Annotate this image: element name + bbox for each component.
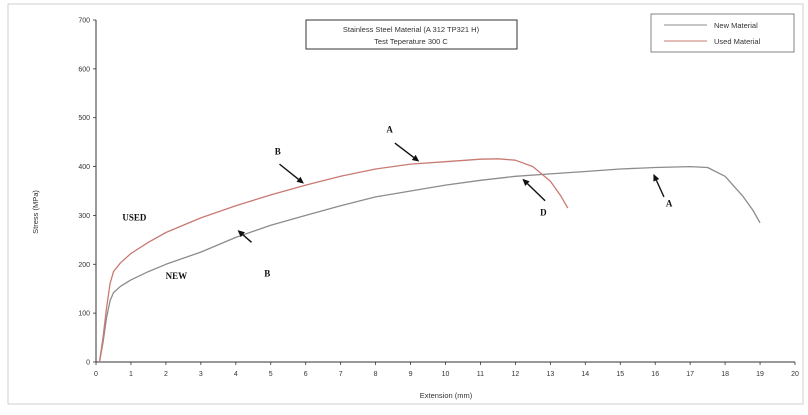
annotations: USED NEW B A B D A <box>122 124 672 281</box>
series-line-used-material <box>98 158 569 363</box>
y-tick-labels: 0 100 200 300 400 500 600 700 <box>78 18 96 367</box>
y-tick-label: 300 <box>78 213 90 220</box>
x-tick-label: 1 <box>129 371 133 378</box>
annotation-arrowhead <box>296 176 304 184</box>
x-tick-label: 7 <box>339 371 343 378</box>
x-tick-label: 2 <box>164 371 168 378</box>
series-line-new-material <box>98 165 761 363</box>
title-box: Stainless Steel Material (A 312 TP321 H)… <box>305 19 518 50</box>
annotation-label: A <box>386 124 393 134</box>
x-tick-label: 14 <box>581 371 589 378</box>
annotation-label: USED <box>122 212 147 222</box>
x-axis-title: Extension (mm) <box>420 391 473 400</box>
x-tick-label: 0 <box>94 371 98 378</box>
x-tick-label: 16 <box>651 371 659 378</box>
annotation-arrow <box>242 234 252 243</box>
legend-label-used-material: Used Material <box>714 37 761 46</box>
x-tick-label: 9 <box>409 371 413 378</box>
x-tick-label: 20 <box>791 371 799 378</box>
x-tick-label: 19 <box>756 371 764 378</box>
x-tick-label: 8 <box>374 371 378 378</box>
title-line-2: Test Teperature 300 C <box>374 37 448 46</box>
annotation-arrowhead <box>411 154 420 162</box>
series-lines <box>98 158 761 363</box>
x-tick-label: 3 <box>199 371 203 378</box>
x-tick-label: 5 <box>269 371 273 378</box>
y-axis-title: Stress (MPa) <box>31 190 40 234</box>
x-tick-label: 18 <box>721 371 729 378</box>
annotation-label: D <box>540 207 547 217</box>
y-tick-label: 0 <box>86 360 90 367</box>
x-tick-label: 13 <box>546 371 554 378</box>
annotation-label: NEW <box>166 271 188 281</box>
y-tick-label: 100 <box>78 311 90 318</box>
legend: New Material Used Material <box>650 13 795 53</box>
legend-label-new-material: New Material <box>714 21 758 30</box>
title-line-1: Stainless Steel Material (A 312 TP321 H) <box>343 25 480 34</box>
annotation-arrowhead <box>237 230 245 238</box>
annotation-arrowhead <box>653 173 660 182</box>
x-tick-labels: 0 1 2 3 4 5 6 7 8 9 10 11 12 13 14 15 16 17 18 19 20 <box>94 362 799 378</box>
title-box-frame <box>305 19 518 50</box>
annotation-label: A <box>666 199 673 209</box>
annotation-arrowhead <box>522 178 530 186</box>
annotation-arrow <box>526 183 546 202</box>
annotation-label: B <box>264 269 270 279</box>
x-tick-label: 11 <box>477 371 484 378</box>
annotation-label: B <box>275 146 281 156</box>
y-tick-label: 400 <box>78 164 90 171</box>
x-tick-label: 4 <box>234 371 238 378</box>
x-tick-label: 15 <box>616 371 624 378</box>
y-tick-label: 700 <box>78 18 90 25</box>
y-tick-label: 600 <box>78 66 90 73</box>
chart-frame <box>7 3 804 405</box>
y-tick-label: 200 <box>78 262 90 269</box>
annotation-arrow <box>279 163 299 180</box>
y-tick-label: 500 <box>78 115 90 122</box>
legend-frame <box>650 13 795 53</box>
annotation-arrow <box>655 179 665 198</box>
x-tick-label: 17 <box>686 371 694 378</box>
annotation-arrow <box>394 142 415 159</box>
x-tick-label: 6 <box>304 371 308 378</box>
x-tick-label: 10 <box>442 371 450 378</box>
x-tick-label: 12 <box>512 371 520 378</box>
